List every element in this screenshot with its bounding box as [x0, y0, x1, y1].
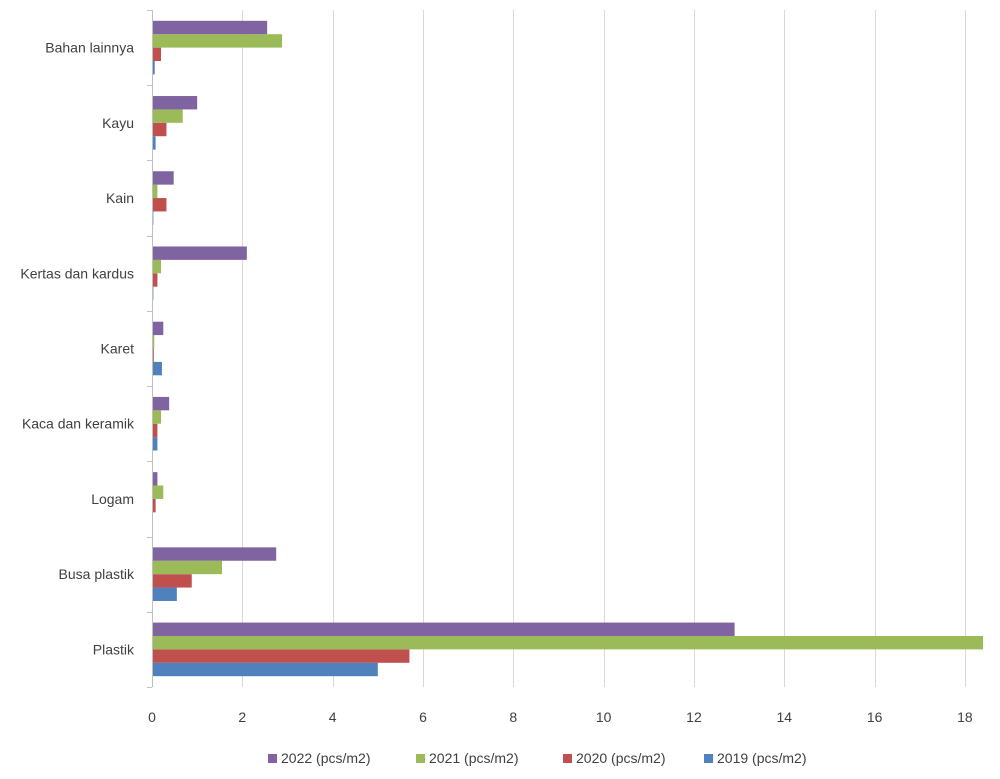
axes: [147, 10, 153, 688]
bar-busa-plastik-2021: [152, 560, 223, 575]
bar-bahan-lainnya-2020: [152, 47, 162, 62]
x-tick-label: 12: [686, 709, 702, 725]
bar-plastik-2022: [152, 622, 735, 636]
bar-kayu-2022: [152, 96, 198, 110]
legend-swatch: [268, 754, 277, 763]
bar-bahan-lainnya-2022: [152, 20, 268, 35]
bar-bahan-lainnya-2021: [152, 34, 283, 48]
category-label: Kayu: [102, 115, 134, 131]
bar-bahan-lainnya-2019: [152, 61, 155, 75]
bar-plastik-2020: [152, 649, 410, 663]
category-labels: Plastik Busa plastik Logam Kaca dan keramik…: [20, 40, 135, 658]
bar-kaca-dan-keramik-2019: [152, 437, 158, 451]
bar-busa-plastik-2019: [152, 587, 177, 601]
legend-label: 2022 (pcs/m2): [281, 750, 370, 766]
category-label: Kertas dan kardus: [20, 265, 134, 281]
x-tick-label: 10: [596, 709, 612, 725]
bar-kertas-dan-kardus-2022: [152, 246, 247, 260]
bar-kayu-2021: [152, 109, 183, 123]
legend-label: 2020 (pcs/m2): [576, 750, 665, 766]
bar-kain-2021: [152, 184, 158, 199]
legend-label: 2019 (pcs/m2): [717, 750, 806, 766]
legend-swatch: [416, 754, 425, 763]
legend-swatch: [563, 754, 572, 763]
bar-logam-2020: [152, 498, 156, 513]
x-tick-label: 16: [867, 709, 883, 725]
category-label: Bahan lainnya: [45, 40, 134, 56]
gridlines: [242, 10, 966, 687]
legend-label: 2021 (pcs/m2): [429, 750, 518, 766]
bar-karet-2022: [152, 321, 164, 336]
bar-kaca-dan-keramik-2021: [152, 410, 162, 424]
bars: [152, 20, 983, 677]
bar-kain-2020: [152, 198, 167, 212]
category-label: Karet: [101, 341, 135, 357]
category-label: Kaca dan keramik: [22, 416, 135, 432]
legend-swatch: [704, 754, 713, 763]
bar-kayu-2019: [152, 136, 156, 150]
x-tick-label: 14: [776, 709, 792, 725]
bar-kertas-dan-kardus-2020: [152, 273, 158, 287]
bar-plastik-2019: [152, 662, 378, 677]
bar-busa-plastik-2022: [152, 547, 277, 561]
category-label: Logam: [91, 491, 134, 507]
category-label: Busa plastik: [59, 566, 135, 582]
x-tick-label: 18: [957, 709, 973, 725]
bar-karet-2019: [152, 361, 162, 376]
bar-logam-2021: [152, 485, 164, 499]
x-tick-label: 6: [419, 709, 427, 725]
bar-logam-2022: [152, 472, 158, 486]
x-tick-label: 4: [329, 709, 337, 725]
bar-kain-2022: [152, 171, 174, 185]
bar-kertas-dan-kardus-2021: [152, 259, 162, 274]
bar-busa-plastik-2020: [152, 574, 192, 588]
bar-plastik-2021: [152, 635, 983, 650]
legend: 2022 (pcs/m2) 2021 (pcs/m2) 2020 (pcs/m2) 2…: [268, 750, 806, 766]
category-label: Kain: [106, 190, 134, 206]
x-tick-label: 2: [238, 709, 246, 725]
category-label: Plastik: [93, 641, 135, 657]
x-tick-label: 8: [509, 709, 517, 725]
bar-kaca-dan-keramik-2022: [152, 396, 170, 411]
bar-kaca-dan-keramik-2020: [152, 423, 158, 438]
bar-kayu-2020: [152, 122, 167, 137]
x-tick-label: 0: [148, 709, 156, 725]
bar-karet-2021: [152, 335, 155, 349]
x-tick-labels: 0 2 4 6 8 10 12 14 16 18: [148, 709, 973, 725]
